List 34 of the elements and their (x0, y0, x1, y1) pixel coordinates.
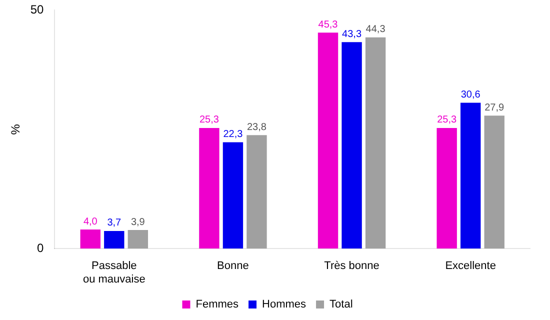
bar (128, 230, 148, 249)
legend-label: Hommes (262, 298, 307, 311)
data-label: 3,7 (107, 218, 122, 229)
data-label: 45,3 (318, 19, 338, 30)
x-tick-label: Très bonne (324, 260, 380, 272)
legend-label: Total (330, 298, 353, 311)
x-tick-label: Passable ou mauvaise (82, 260, 146, 286)
bar (484, 116, 504, 249)
bar (246, 135, 267, 249)
bar (80, 230, 100, 249)
bar (436, 128, 457, 249)
bar (365, 37, 386, 249)
legend-label: Femmes (196, 298, 240, 311)
data-label: 43,3 (342, 28, 362, 40)
bar (104, 230, 124, 249)
data-label: 3,9 (130, 216, 146, 228)
data-label: 4,0 (83, 216, 98, 228)
bar (199, 128, 220, 249)
bar (222, 142, 244, 249)
data-label: 25,3 (199, 114, 220, 126)
data-label: 44,3 (366, 24, 386, 36)
data-label: 27,9 (484, 102, 505, 114)
data-label: 23,8 (246, 122, 267, 133)
data-label: 25,3 (437, 114, 457, 126)
y-tick-label: 0 (37, 240, 44, 255)
bar (460, 102, 481, 249)
x-tick-label: Excellente (445, 260, 496, 272)
data-label: 22,3 (223, 129, 244, 140)
y-tick-label: 50 (30, 2, 44, 17)
y-axis-title: % (8, 124, 23, 135)
x-tick-label: Bonne (217, 260, 249, 272)
data-label: 30,6 (460, 89, 481, 100)
bar (318, 32, 338, 249)
bar (342, 42, 362, 249)
